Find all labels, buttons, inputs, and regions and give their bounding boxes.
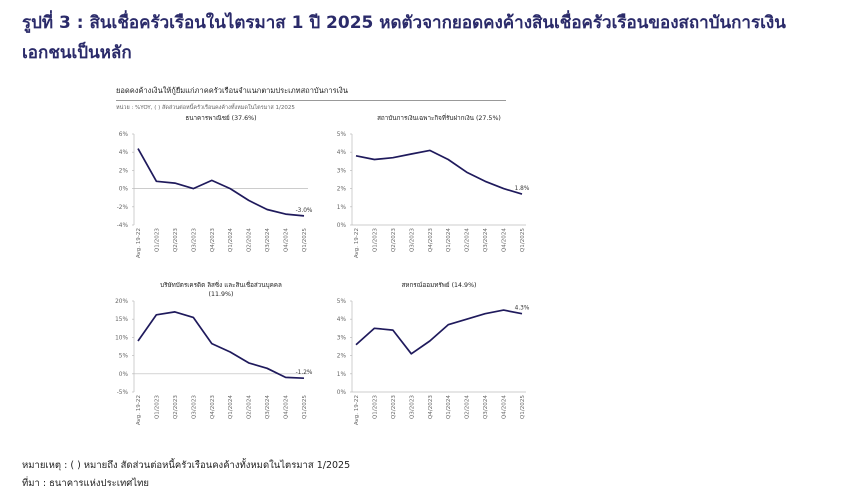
x-tick-label: Avg. 19-22 bbox=[354, 228, 360, 258]
y-tick-label: 2% bbox=[337, 187, 347, 193]
x-tick-label: Q4/2024 bbox=[502, 228, 508, 253]
x-tick-label: Q4/2023 bbox=[210, 395, 216, 420]
chart-cooperatives: สหกรณ์ออมทรัพย์ (14.9%) 5% 4% 3% 2% 1% 0% Avg. … bbox=[337, 281, 530, 425]
footnote: หมายเหตุ : ( ) หมายถึง สัดส่วนต่อหนี้ครั… bbox=[22, 460, 351, 471]
x-tick-label: Avg. 19-22 bbox=[136, 228, 142, 258]
chart-specialized-banks: สถาบันการเงินเฉพาะกิจที่รับฝากเงิน (27.5… bbox=[337, 113, 530, 258]
x-tick-label: Q4/2023 bbox=[428, 228, 434, 253]
x-tick-label: Q4/2023 bbox=[428, 395, 434, 420]
x-tick-label: Q2/2024 bbox=[465, 395, 471, 420]
y-tick-label: 3% bbox=[337, 335, 347, 341]
chart-title: บริษัทบัตรเครดิต ลิสซิ่ง และสินเชื่อส่วน… bbox=[160, 280, 282, 289]
chart-title: สหกรณ์ออมทรัพย์ (14.9%) bbox=[401, 281, 476, 289]
x-tick-label: Q3/2024 bbox=[265, 228, 271, 253]
y-tick-label: 1% bbox=[337, 205, 347, 211]
x-tick-label: Q4/2023 bbox=[210, 228, 216, 253]
y-tick-label: 4% bbox=[337, 317, 347, 323]
x-tick-label: Q2/2024 bbox=[465, 228, 471, 253]
y-tick-label: 0% bbox=[119, 187, 129, 193]
y-tick-label: 5% bbox=[119, 354, 129, 360]
x-tick-label: Q2/2023 bbox=[391, 395, 397, 420]
x-tick-label: Q1/2023 bbox=[372, 395, 378, 420]
figure-header: ยอดคงค้างเงินให้กู้ยืมแก่ภาคครัวเรือนจำแ… bbox=[116, 85, 506, 112]
x-tick-label: Q2/2023 bbox=[173, 228, 179, 253]
x-tick-label: Q3/2024 bbox=[483, 395, 489, 420]
chart-commercial-banks: ธนาคารพาณิชย์ (37.6%) 6% 4% 2% 0% -2% -4% Avg. … bbox=[117, 114, 313, 258]
x-tick-label: Q4/2024 bbox=[284, 395, 290, 420]
figure-unit: หน่วย : %YOY, ( ) สัดส่วนต่อหนี้ครัวเรือ… bbox=[116, 105, 295, 111]
x-tick-label: Q3/2023 bbox=[191, 228, 197, 253]
x-tick-label: Avg. 19-22 bbox=[354, 395, 360, 425]
x-tick-label: Q1/2025 bbox=[302, 395, 308, 420]
x-tick-label: Q1/2024 bbox=[228, 228, 234, 253]
x-tick-label: Q4/2024 bbox=[502, 395, 508, 420]
x-tick-label: Q1/2025 bbox=[520, 228, 526, 253]
x-tick-label: Q2/2024 bbox=[247, 228, 253, 253]
chart-title-line2: (11.9%) bbox=[209, 291, 234, 298]
series-line bbox=[137, 148, 305, 217]
x-tick-label: Q1/2024 bbox=[446, 228, 452, 253]
end-value-label: 1.8% bbox=[515, 186, 530, 192]
end-value-label: -1.2% bbox=[296, 370, 313, 376]
y-tick-label: 4% bbox=[337, 150, 347, 156]
y-tick-label: 20% bbox=[115, 299, 128, 305]
y-tick-label: -2% bbox=[117, 205, 129, 211]
x-tick-label: Q4/2024 bbox=[284, 228, 290, 253]
y-tick-label: 5% bbox=[337, 299, 347, 305]
x-tick-label: Q1/2024 bbox=[446, 395, 452, 420]
chart-credit-card-leasing: บริษัทบัตรเครดิต ลิสซิ่ง และสินเชื่อส่วน… bbox=[115, 280, 313, 425]
series-line bbox=[355, 149, 523, 195]
x-tick-label: Q1/2023 bbox=[154, 228, 160, 253]
y-tick-label: 5% bbox=[337, 132, 347, 138]
y-tick-label: 0% bbox=[337, 390, 347, 396]
y-tick-label: 0% bbox=[119, 372, 129, 378]
end-value-label: -3.0% bbox=[296, 208, 313, 214]
x-tick-label: Q2/2024 bbox=[247, 395, 253, 420]
chart-title: ธนาคารพาณิชย์ (37.6%) bbox=[185, 114, 256, 122]
y-tick-label: -5% bbox=[117, 390, 129, 396]
y-tick-label: 6% bbox=[119, 132, 129, 138]
chart-title: สถาบันการเงินเฉพาะกิจที่รับฝากเงิน (27.5… bbox=[377, 113, 501, 122]
y-tick-label: 3% bbox=[337, 168, 347, 174]
x-tick-label: Q3/2024 bbox=[483, 228, 489, 253]
y-tick-label: 0% bbox=[337, 223, 347, 229]
y-tick-label: 15% bbox=[115, 317, 128, 323]
x-tick-label: Q2/2023 bbox=[391, 228, 397, 253]
y-tick-label: 10% bbox=[115, 335, 128, 341]
x-tick-label: Q1/2023 bbox=[372, 228, 378, 253]
series-line bbox=[137, 311, 305, 380]
x-tick-label: Q1/2025 bbox=[302, 228, 308, 253]
y-tick-label: 2% bbox=[337, 354, 347, 360]
x-tick-label: Q3/2023 bbox=[409, 228, 415, 253]
end-value-label: 4.3% bbox=[515, 306, 530, 312]
y-tick-label: 1% bbox=[337, 372, 347, 378]
x-tick-label: Q1/2023 bbox=[154, 395, 160, 420]
x-tick-label: Avg. 19-22 bbox=[136, 395, 142, 425]
x-tick-label: Q3/2023 bbox=[191, 395, 197, 420]
page-title: รูปที่ 3 : สินเชื่อครัวเรือนในไตรมาส 1 ป… bbox=[22, 13, 786, 63]
x-tick-label: Q3/2024 bbox=[265, 395, 271, 420]
series-line bbox=[355, 309, 523, 355]
y-tick-label: -4% bbox=[117, 223, 129, 229]
y-tick-label: 4% bbox=[119, 150, 129, 156]
y-tick-label: 2% bbox=[119, 168, 129, 174]
x-tick-label: Q1/2024 bbox=[228, 395, 234, 420]
figure-title: ยอดคงค้างเงินให้กู้ยืมแก่ภาคครัวเรือนจำแ… bbox=[116, 85, 506, 101]
source-note: ที่มา : ธนาคารแห่งประเทศไทย bbox=[22, 478, 149, 489]
x-tick-label: Q2/2023 bbox=[173, 395, 179, 420]
x-tick-label: Q1/2025 bbox=[520, 395, 526, 420]
x-tick-label: Q3/2023 bbox=[409, 395, 415, 420]
